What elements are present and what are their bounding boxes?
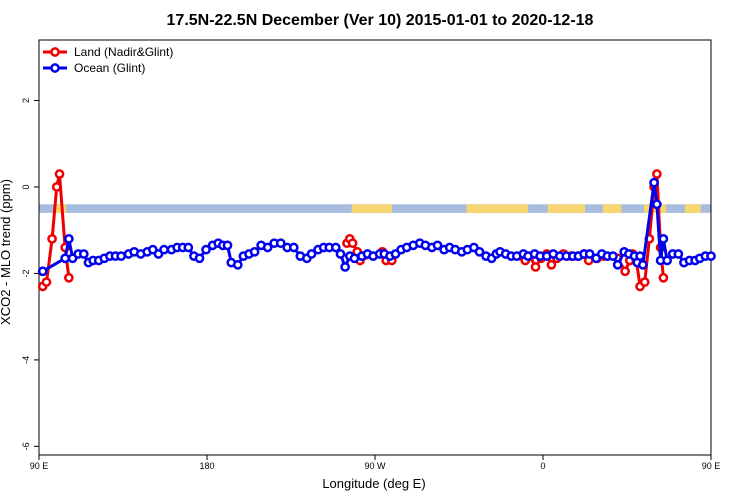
ocean-point [159,244,169,255]
ocean-point [330,242,341,253]
ocean-point [201,244,211,255]
land-point [347,238,358,249]
x-axis-label: Longitude (deg E) [322,476,425,491]
ocean-point [608,251,618,261]
ocean-point [37,266,48,277]
series-layer [37,169,716,292]
land-segment [383,204,392,213]
x-tick-label: 0 [540,461,545,471]
ocean-point [194,253,205,264]
axes: 90 E 180 90 W 0 90 E 2 0 -2 -4 -6 [21,39,721,471]
land-point [41,277,52,287]
ocean-point [349,253,360,264]
y-tick-label: 0 [21,184,31,189]
ocean-point [638,259,648,270]
land-segment [351,204,384,213]
land-segment [602,204,622,213]
land-point [64,272,74,283]
y-tick-label: -4 [21,356,31,364]
ocean-point [652,199,662,210]
land-point [620,266,630,277]
y-tick-label: -6 [21,442,31,450]
ocean-point [612,259,623,270]
ocean-point [78,249,89,259]
chart-title: 17.5N-22.5N December (Ver 10) 2015-01-01… [167,12,594,29]
ocean-point [340,262,350,272]
y-axis-label: XCO2 - MLO trend (ppm) [0,179,13,325]
land-ocean-mask [39,204,711,213]
ocean-legend-marker [50,63,60,73]
x-tick-label: 90 W [364,461,386,471]
land-point [546,259,557,270]
y-tick-label: -2 [21,269,31,277]
ocean-point [222,240,233,251]
land-point [530,262,541,272]
legend: Land (Nadir&Glint) Ocean (Glint) [43,45,173,75]
land-segment [684,204,701,213]
ocean-point [706,251,716,261]
land-point [639,277,650,287]
land-legend-label: Land (Nadir&Glint) [74,45,173,59]
ocean-point [183,242,194,253]
ocean-point [275,238,286,249]
ocean-point [288,242,299,253]
land-segment [466,204,501,213]
ocean-point [432,240,443,251]
land-point [652,169,662,179]
land-point [47,234,57,244]
ocean-point [60,253,70,264]
ocean-point [335,249,346,259]
land-point [54,169,65,179]
x-tick-label: 180 [199,461,214,471]
ocean-point [116,251,126,261]
land-segment [500,204,529,213]
ocean-point [658,234,669,244]
plot-frame [38,39,712,456]
y-tick-label: 2 [21,98,31,103]
land-point [51,182,62,192]
ocean-point [64,234,74,244]
x-tick-label: 90 E [702,461,721,471]
ocean-point [662,255,672,266]
ocean-point [262,242,273,253]
ocean-legend-label: Ocean (Glint) [74,61,145,75]
land-segment [547,204,585,213]
ocean-point [673,249,684,259]
land-segment [53,204,67,213]
land-legend-marker [50,47,60,57]
ocean-point [306,249,317,259]
ocean-point [635,251,645,261]
x-tick-label: 90 E [30,461,49,471]
land-point [658,272,669,283]
ocean-point [474,246,485,257]
ocean-point [232,259,243,270]
ocean-point [649,177,659,188]
ocean-point [584,249,595,259]
ocean-point [249,246,260,257]
